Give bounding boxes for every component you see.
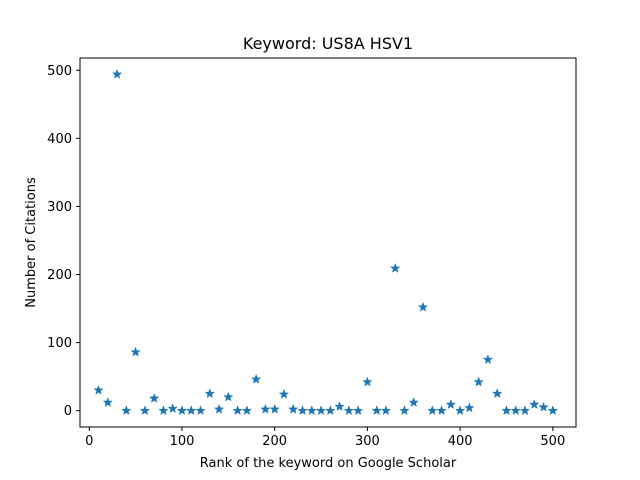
plot-area xyxy=(93,69,558,415)
data-point xyxy=(390,263,400,273)
data-point xyxy=(195,405,206,415)
chart-title: Keyword: US8A HSV1 xyxy=(243,34,413,53)
y-tick-label: 500 xyxy=(47,64,72,79)
x-axis-label: Rank of the keyword on Google Scholar xyxy=(200,456,457,471)
data-point xyxy=(520,405,530,415)
data-point xyxy=(483,354,493,364)
data-point xyxy=(205,388,215,398)
data-point xyxy=(270,404,280,414)
data-point xyxy=(529,399,539,409)
data-point xyxy=(242,405,252,415)
x-tick-label: 300 xyxy=(355,434,380,449)
data-point xyxy=(149,393,159,403)
data-point xyxy=(372,405,382,415)
data-point xyxy=(501,405,512,415)
data-point xyxy=(177,405,187,415)
y-tick-label: 200 xyxy=(47,268,72,283)
data-point xyxy=(399,405,410,415)
x-tick-label: 500 xyxy=(540,434,565,449)
y-axis-label: Number of Citations xyxy=(24,177,39,308)
data-point xyxy=(232,405,243,415)
data-point xyxy=(316,405,326,415)
data-point xyxy=(140,405,150,415)
data-point xyxy=(362,377,373,387)
data-point xyxy=(436,405,447,415)
data-point xyxy=(538,402,549,412)
data-point xyxy=(464,403,475,412)
data-point xyxy=(353,405,363,415)
data-point xyxy=(344,405,354,415)
data-point xyxy=(427,405,437,415)
data-point xyxy=(288,404,298,414)
data-point xyxy=(334,401,345,411)
data-point xyxy=(186,405,196,415)
data-point xyxy=(548,405,558,415)
data-point xyxy=(473,377,484,387)
data-point xyxy=(158,405,169,415)
data-point xyxy=(381,405,391,415)
plot-frame xyxy=(79,57,577,428)
data-point xyxy=(455,405,465,415)
data-point xyxy=(93,385,104,395)
data-point xyxy=(409,397,419,407)
data-point xyxy=(511,405,521,415)
data-point xyxy=(214,404,224,414)
data-point xyxy=(279,389,289,399)
y-tick-label: 400 xyxy=(47,132,72,147)
data-point xyxy=(251,374,261,384)
y-axis: 0 100 200 300 400 500 xyxy=(47,64,80,419)
data-point xyxy=(260,404,271,414)
x-tick-label: 200 xyxy=(262,434,287,449)
data-point xyxy=(130,347,141,357)
data-point xyxy=(103,397,113,407)
data-point xyxy=(223,392,234,402)
data-point xyxy=(168,403,178,413)
x-tick-label: 400 xyxy=(448,434,473,449)
x-axis: 0 100 200 300 400 500 xyxy=(85,427,565,449)
y-tick-label: 100 xyxy=(47,336,72,351)
data-point xyxy=(121,405,132,415)
data-point xyxy=(112,69,122,79)
x-tick-label: 0 xyxy=(85,434,93,449)
data-point xyxy=(325,405,335,415)
data-point xyxy=(297,405,308,415)
x-tick-label: 100 xyxy=(170,434,195,449)
data-point xyxy=(418,302,428,312)
data-point xyxy=(307,405,317,415)
y-tick-label: 300 xyxy=(47,200,72,215)
data-point xyxy=(446,399,456,409)
data-point xyxy=(492,388,502,398)
y-tick-label: 0 xyxy=(64,404,72,419)
